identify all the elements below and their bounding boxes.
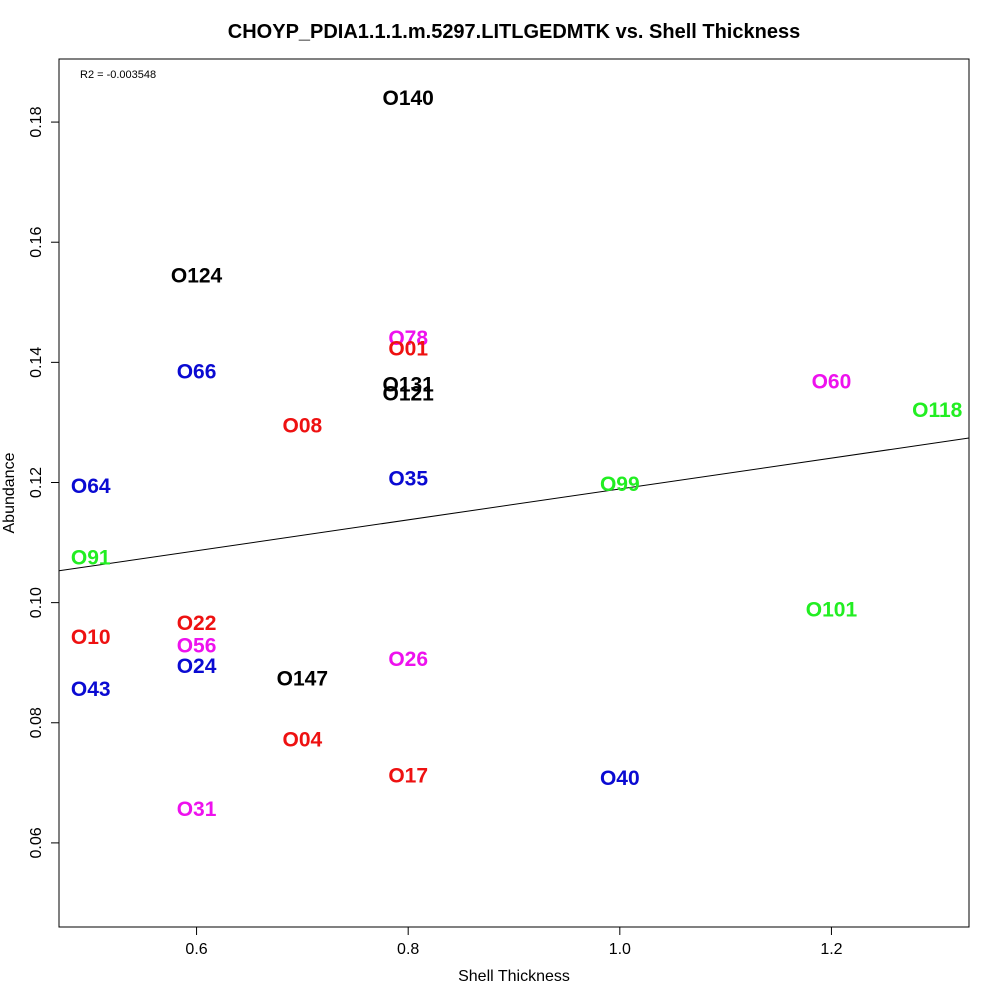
x-tick-label: 0.8 [397,941,419,958]
regression-line-group [58,437,970,572]
x-tick-label: 0.6 [185,941,207,958]
y-tick-label: 0.16 [28,227,45,258]
point-label: O40 [600,767,640,790]
y-tick-label: 0.08 [28,707,45,738]
point-label: O101 [806,598,858,621]
y-tick-label: 0.10 [28,587,45,618]
point-label: O121 [382,383,434,406]
point-label: O26 [388,648,428,671]
point-label: O01 [388,338,428,361]
point-label: O99 [600,473,640,496]
point-label: O131 [382,374,434,397]
point-label: O17 [388,765,428,788]
point-label: O66 [177,360,217,383]
point-label: O91 [71,547,111,570]
point-label: O22 [177,612,217,635]
point-label: O64 [71,475,111,498]
point-label: O04 [283,729,323,752]
y-tick-label: 0.06 [28,827,45,858]
point-label: O124 [171,264,223,287]
point-label: O08 [283,415,323,438]
x-tick-label: 1.0 [609,941,631,958]
y-tick-label: 0.12 [28,467,45,498]
x-axis-title: Shell Thickness [458,968,570,985]
regression-line [58,437,970,572]
y-axis-title: Abundance [1,452,18,533]
point-label: O147 [277,667,328,690]
point-label: O60 [812,371,852,394]
point-label: O78 [388,327,428,350]
chart-title: CHOYP_PDIA1.1.1.m.5297.LITLGEDMTK vs. Sh… [228,21,800,43]
point-label: O56 [177,634,217,657]
point-label: O24 [177,655,217,678]
y-tick-label: 0.18 [28,106,45,137]
point-label: O140 [382,87,433,110]
y-tick-label: 0.14 [28,347,45,378]
point-label: O10 [71,626,111,649]
x-axis: 0.6 0.8 1.0 1.2 [185,926,843,958]
point-label: O118 [912,399,963,422]
r2-annotation: R2 = -0.003548 [80,69,156,81]
point-label: O31 [177,798,217,821]
y-axis: 0.06 0.08 0.10 0.12 0.14 0.16 0.18 [28,106,60,858]
x-tick-label: 1.2 [820,941,842,958]
point-label: O35 [388,467,428,490]
point-label: O43 [71,678,111,701]
